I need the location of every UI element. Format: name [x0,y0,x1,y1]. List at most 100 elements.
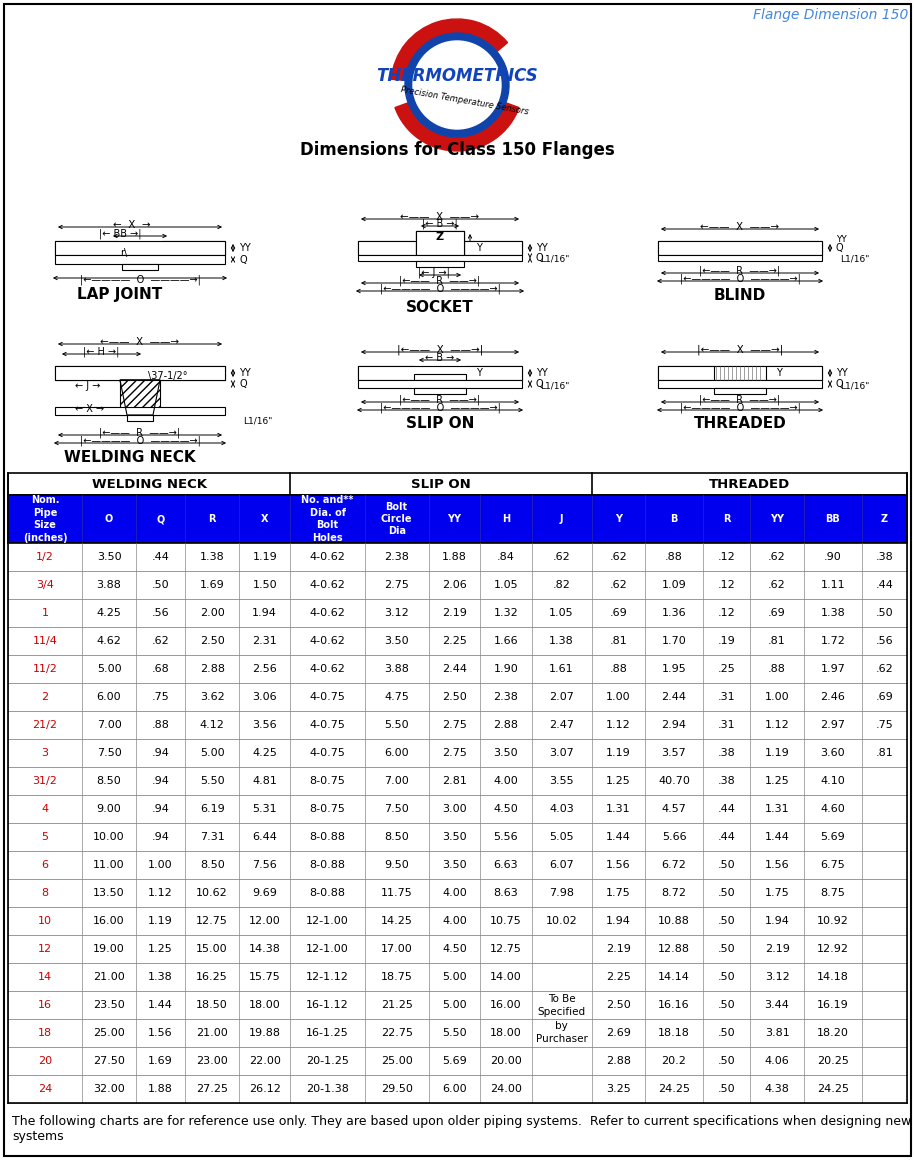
Text: .81: .81 [769,636,786,646]
Bar [416,231,464,255]
Text: .81: .81 [609,636,627,646]
Bar [160,367,225,380]
Text: 2.75: 2.75 [442,720,467,730]
Text: 1.31: 1.31 [765,804,790,814]
Text: .69: .69 [769,608,786,618]
Text: 3.44: 3.44 [765,1000,790,1010]
Text: 16.00: 16.00 [93,916,124,926]
Text: 5: 5 [41,832,48,842]
Text: |←——  R  ——→|: |←—— R ——→| [400,276,480,287]
Text: 5.00: 5.00 [442,972,467,983]
Text: .50: .50 [717,889,736,898]
Circle shape [405,32,509,137]
Bar [162,241,225,255]
Text: 6.19: 6.19 [199,804,224,814]
Text: 3.62: 3.62 [199,693,224,702]
Text: 1.05: 1.05 [549,608,574,618]
Text: 1.00: 1.00 [765,693,790,702]
Text: ← X →: ← X → [75,404,104,414]
Bar [416,231,464,255]
Text: THERMOMETRICS: THERMOMETRICS [376,67,538,85]
Text: .12: .12 [717,552,736,561]
Bar [8,683,907,711]
Text: 2.50: 2.50 [199,636,224,646]
Bar [8,1075,907,1103]
Text: O: O [105,514,113,524]
Text: Flange Dimension 150: Flange Dimension 150 [753,8,908,22]
Text: .94: .94 [152,832,169,842]
Text: 5.00: 5.00 [97,664,122,674]
Text: 4.75: 4.75 [384,693,409,702]
Text: 2.50: 2.50 [442,693,467,702]
Text: 4.06: 4.06 [765,1056,790,1066]
Bar [8,963,907,991]
Text: |←——  R  ——→|: |←—— R ——→| [100,428,180,438]
Text: 1.69: 1.69 [148,1056,173,1066]
Text: |←————  O  ————→|: |←———— O ————→| [380,403,501,413]
Text: 1.56: 1.56 [148,1028,173,1038]
Polygon shape [120,380,160,415]
Bar [766,367,822,380]
Text: .31: .31 [717,720,736,730]
Text: .44: .44 [152,552,169,561]
Text: \37-1/2°: \37-1/2° [148,371,188,380]
Text: 11/2: 11/2 [33,664,58,674]
Text: 1.36: 1.36 [662,608,686,618]
Text: .19: .19 [717,636,736,646]
Text: 7.50: 7.50 [384,804,409,814]
Text: 4.25: 4.25 [97,608,122,618]
Text: 18.75: 18.75 [381,972,413,983]
Text: 16.16: 16.16 [658,1000,690,1010]
Bar [416,261,464,267]
Bar [658,255,822,261]
Bar [8,795,907,822]
Text: 4-0.75: 4-0.75 [309,748,346,757]
Bar [55,367,225,380]
Text: R: R [209,514,216,524]
Text: 2: 2 [41,693,48,702]
Text: 4-0.62: 4-0.62 [309,636,346,646]
Text: L1/16": L1/16" [840,382,869,391]
Text: LAP JOINT: LAP JOINT [78,287,163,302]
Text: 9.50: 9.50 [384,860,409,870]
Text: 2.69: 2.69 [606,1028,630,1038]
Text: L1/16": L1/16" [243,416,273,426]
Text: 2.97: 2.97 [820,720,845,730]
Text: 8.50: 8.50 [97,776,122,786]
Text: YY: YY [836,234,846,244]
Text: 1.95: 1.95 [662,664,686,674]
Text: 18: 18 [38,1028,52,1038]
Text: To Be
Specified
by
Purchaser: To Be Specified by Purchaser [535,994,587,1044]
Wedge shape [395,103,519,151]
Text: 1/2: 1/2 [37,552,54,561]
Text: R: R [723,514,730,524]
Bar [8,495,907,543]
Text: 4.00: 4.00 [493,776,518,786]
Bar [8,1018,907,1047]
Text: 2.25: 2.25 [606,972,630,983]
Text: .84: .84 [497,552,515,561]
Text: YY: YY [447,514,461,524]
Text: .50: .50 [717,1083,736,1094]
Text: 13.50: 13.50 [93,889,124,898]
Text: 23.50: 23.50 [93,1000,125,1010]
Text: Y: Y [476,242,482,253]
Text: Y: Y [476,368,482,378]
Text: L1/16": L1/16" [540,254,569,263]
Text: 7.00: 7.00 [384,776,409,786]
Text: 4-0.62: 4-0.62 [309,664,346,674]
Text: 10.75: 10.75 [490,916,522,926]
Text: BB: BB [825,514,840,524]
Text: |←————  O  ————→|: |←———— O ————→| [80,436,200,447]
Text: Precision Temperature Sensors: Precision Temperature Sensors [401,86,530,117]
Text: 6.00: 6.00 [384,748,409,757]
Text: .62: .62 [769,580,786,590]
Text: 2.88: 2.88 [493,720,519,730]
Text: 3.50: 3.50 [97,552,122,561]
Text: 23.00: 23.00 [196,1056,228,1066]
Text: 3.55: 3.55 [549,776,574,786]
Text: 10.02: 10.02 [545,916,577,926]
Text: ←——  X  ——→: ←—— X ——→ [401,212,479,222]
Text: 10.92: 10.92 [817,916,849,926]
Text: 2.75: 2.75 [442,748,467,757]
